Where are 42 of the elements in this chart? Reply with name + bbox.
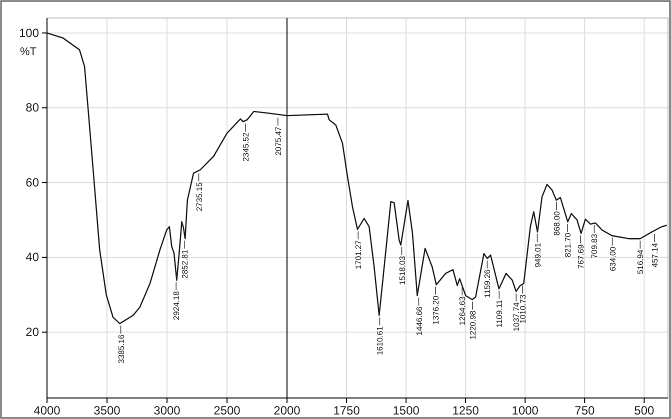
- y-axis-title: %T: [20, 46, 37, 58]
- y-tick-label: 80: [26, 100, 40, 115]
- annotation: 2735.15: [194, 182, 204, 212]
- annotation: 1010.73: [518, 294, 528, 324]
- x-tick-label: 1000: [512, 404, 539, 418]
- annotation: 2924.18: [172, 290, 182, 320]
- annotation: 949.01: [533, 242, 542, 268]
- y-tick-label: 60: [26, 175, 40, 190]
- annotation: 3385.16: [116, 334, 126, 364]
- x-tick-label: 500: [634, 404, 655, 418]
- x-tick-label: 1750: [333, 404, 360, 418]
- annotation: 1446.66: [414, 306, 424, 336]
- annotation: 709.83: [590, 233, 600, 258]
- x-tick-label: 1500: [392, 404, 420, 418]
- annotation: 1518.03: [398, 255, 407, 285]
- annotation: 2075.47: [274, 126, 283, 156]
- x-tick-label: 3500: [94, 404, 121, 418]
- x-tick-label: 4000: [34, 404, 61, 418]
- annotation: 868.00: [552, 210, 562, 236]
- annotation: 1159.26: [483, 268, 492, 298]
- y-tick-label: 100: [18, 26, 40, 40]
- x-tick-label: 2000: [274, 404, 301, 418]
- annotation: 1264.63: [458, 296, 468, 326]
- annotation: 1037.74: [512, 302, 522, 332]
- annotation: 767.69: [576, 244, 586, 269]
- x-tick-label: 2500: [214, 404, 241, 418]
- annotation: 1109.11: [495, 299, 504, 328]
- x-tick-label: 3000: [154, 404, 181, 418]
- annotation: 1376.20: [432, 295, 441, 325]
- x-tick-label: 750: [574, 404, 595, 418]
- y-tick-label: 20: [26, 325, 40, 340]
- annotation: 821.70: [564, 232, 573, 258]
- annotation: 2852.81: [180, 249, 190, 279]
- annotation: 457.14: [650, 242, 660, 268]
- y-tick-label: 40: [26, 250, 40, 264]
- annotation: 1701.27: [354, 240, 364, 270]
- annotation: 634.00: [608, 246, 618, 272]
- annotation: 2345.52: [242, 132, 251, 162]
- annotation: 1610.61: [376, 326, 385, 356]
- annotation: 516.94: [636, 249, 646, 274]
- x-tick-label: 1250: [452, 404, 480, 418]
- annotation: 1220.98: [468, 310, 478, 340]
